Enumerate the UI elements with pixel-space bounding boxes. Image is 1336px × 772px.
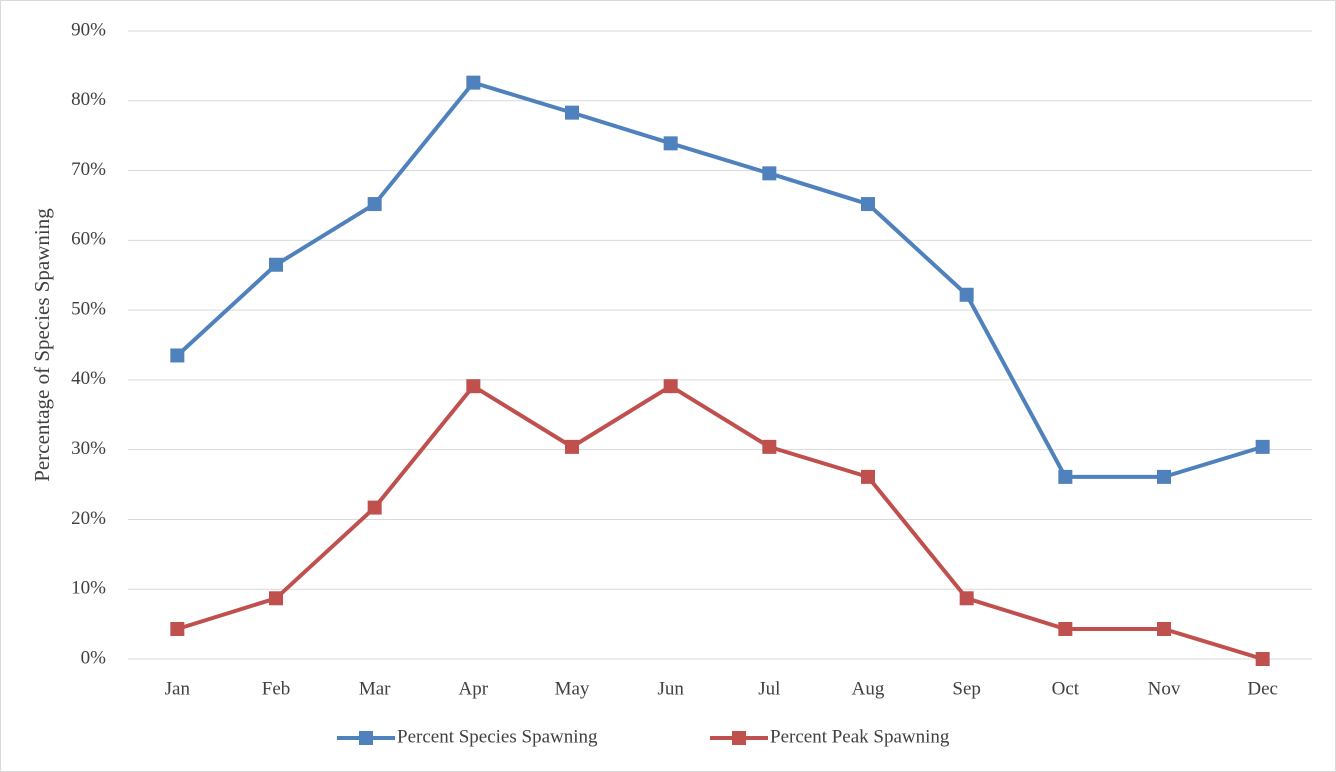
y-tick-label: 0% [81,647,107,668]
y-tick-label: 90% [71,19,106,40]
y-tick-label: 50% [71,298,106,319]
y-tick-label: 40% [71,368,106,389]
point-marker [466,75,481,90]
point-marker [466,379,481,394]
y-tick-label: 20% [71,508,106,529]
x-tick-label: May [555,678,590,699]
point-marker [565,439,579,454]
point-marker [1157,469,1171,484]
x-tick-label: Oct [1052,678,1080,699]
x-tick-label: Apr [459,678,489,699]
point-marker [269,257,283,272]
point-marker [170,348,185,363]
x-tick-label: Mar [359,678,391,699]
legend-label: Percent Peak Spawning [770,726,950,747]
y-tick-label: 60% [71,229,106,250]
point-marker [663,136,678,151]
x-tick-label: Feb [262,678,291,699]
point-marker [367,500,382,515]
point-marker [1255,439,1270,454]
point-marker [1058,621,1073,636]
x-tick-label: Jun [657,678,684,699]
point-marker [959,287,974,302]
x-tick-label: Nov [1148,678,1181,699]
point-marker [1157,621,1171,636]
series-line [175,80,1264,479]
point-marker [861,469,875,484]
y-tick-label: 80% [71,89,106,110]
point-marker [1058,469,1073,484]
point-marker [959,591,974,606]
y-tick-label: 70% [71,159,106,180]
point-marker [170,621,185,636]
point-marker [269,591,283,606]
legend-label: Percent Species Spawning [397,726,598,747]
x-tick-label: Jan [165,678,191,699]
x-tick-label: Aug [852,678,885,699]
x-tick-label: Jul [758,678,780,699]
y-axis-title: Percentage of Species Spawning [30,208,54,482]
point-marker [663,379,678,394]
point-marker [1255,652,1270,666]
legend-marker [359,731,373,745]
legend-marker [732,731,746,745]
x-tick-label: Dec [1247,678,1278,699]
point-marker [367,197,382,212]
x-tick-label: Sep [952,678,981,699]
point-marker [762,166,777,181]
point-marker [762,439,777,454]
y-tick-label: 10% [71,578,106,599]
series-line [176,384,1264,661]
point-marker [861,197,875,212]
y-tick-label: 30% [71,438,106,459]
point-marker [565,105,579,120]
